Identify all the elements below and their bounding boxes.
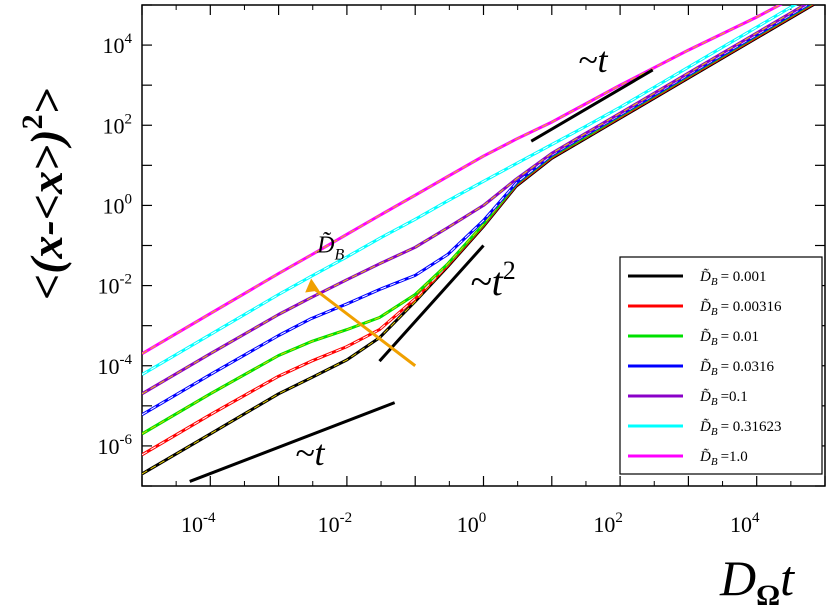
series-dashed-overlay [142,5,806,395]
legend-value: =1.0 [721,449,748,465]
y-tick-exp: 4 [125,31,133,47]
y-tick-label: 10-6 [98,432,133,459]
y-tick-label: 100 [103,191,133,218]
series-group [142,5,816,476]
y-tick-base: 10 [103,113,125,138]
x-tick-exp: -4 [203,510,216,526]
x-axis-title: DΩt [719,550,795,605]
x-axis-title-tail: t [780,550,795,605]
y-tick-exp: -2 [120,272,133,288]
x-tick-label: 104 [730,510,760,537]
y-axis-title-sup: 2 [16,114,49,129]
legend-label: D̃B = 0.00316 [699,299,782,318]
arrow-label-sub: B [335,247,345,264]
legend-subscript: B [711,306,718,318]
y-tick-base: 10 [98,434,120,459]
legend-value: = 0.00316 [721,299,782,315]
series-dashed-overlay [142,5,781,355]
legend-value: = 0.0316 [721,359,775,375]
y-axis-title: <(x-<x>)2> [16,88,72,300]
legend-value: = 0.31623 [721,419,782,435]
x-tick-exp: 0 [479,510,487,526]
y-tick-exp: 2 [125,111,133,127]
legend-label: D̃B = 0.001 [699,269,767,288]
legend-value: = 0.01 [721,329,759,345]
guide-label: ~t [578,40,608,80]
arrow-label: D̃B [316,232,344,264]
guide-line [378,244,485,363]
y-tick-base: 10 [103,193,125,218]
guide-label-main: ~t [295,433,325,473]
x-axis: 10-4 10-2 100 102 104 [141,5,826,537]
x-tick-label: 100 [457,510,487,537]
legend-label: D̃B = 0.31623 [699,419,782,438]
legend-symbol: D̃ [699,419,711,435]
legend-subscript: B [711,336,718,348]
legend-label: D̃B = 0.0316 [699,359,775,378]
legend-symbol: D̃ [699,269,711,285]
x-axis-title-main: D [719,550,756,605]
legend-label: D̃B =0.1 [699,389,748,408]
legend-value: = 0.001 [721,269,767,285]
legend-subscript: B [711,456,718,468]
arrow-head [305,278,320,293]
legend-value: =0.1 [721,389,748,405]
x-tick-label: 10-2 [318,510,353,537]
legend-symbol: D̃ [699,449,711,465]
guide-line [530,68,654,143]
x-axis-title-sub: Ω [756,579,780,605]
guide-label-main: ~t [470,259,504,304]
guide-label-sup: 2 [503,256,516,285]
x-tick-base: 10 [181,512,203,537]
x-tick-exp: -2 [340,510,353,526]
legend-box [619,256,823,475]
legend-symbol: D̃ [699,359,711,375]
guide-label: ~t2 [470,256,516,304]
series-dashed-overlay [142,5,809,416]
series-dashed-overlay [142,5,796,376]
x-tick-base: 10 [730,512,752,537]
y-tick-label: 102 [103,111,133,138]
x-tick-base: 10 [593,512,615,537]
x-tick-label: 102 [593,510,623,537]
y-tick-exp: -4 [120,352,133,368]
legend-label: D̃B = 0.01 [699,329,759,348]
x-tick-label: 10-4 [181,510,216,537]
y-tick-base: 10 [103,33,125,58]
y-tick-label: 10-4 [98,352,133,379]
y-tick-label: 10-2 [98,272,133,299]
x-tick-exp: 4 [752,510,760,526]
legend-symbol: D̃ [699,299,711,315]
arrow-shaft [310,285,417,367]
guide-label: ~t [295,433,325,473]
guide-line [189,401,396,483]
y-tick-exp: -6 [120,432,133,448]
x-tick-base: 10 [457,512,479,537]
guide-label-main: ~t [578,40,608,80]
x-tick-base: 10 [318,512,340,537]
arrow-label-main: D̃ [316,232,334,259]
y-tick-base: 10 [98,274,120,299]
legend-subscript: B [711,396,718,408]
legend-subscript: B [711,276,718,288]
guide-lines: ~t~t2~t [189,40,654,483]
y-tick-base: 10 [98,354,120,379]
legend-symbol: D̃ [699,389,711,405]
y-tick-exp: 0 [125,191,133,207]
y-axis-title-main: <(x-<x>) [21,129,72,300]
legend-subscript: B [711,426,718,438]
x-tick-exp: 2 [615,510,623,526]
direction-arrow: D̃B [305,232,417,367]
legend-label: D̃B =1.0 [699,449,748,468]
y-tick-label: 104 [103,31,133,58]
legend-symbol: D̃ [699,329,711,345]
legend-subscript: B [711,366,718,378]
y-axis-title-tail: > [21,88,72,114]
